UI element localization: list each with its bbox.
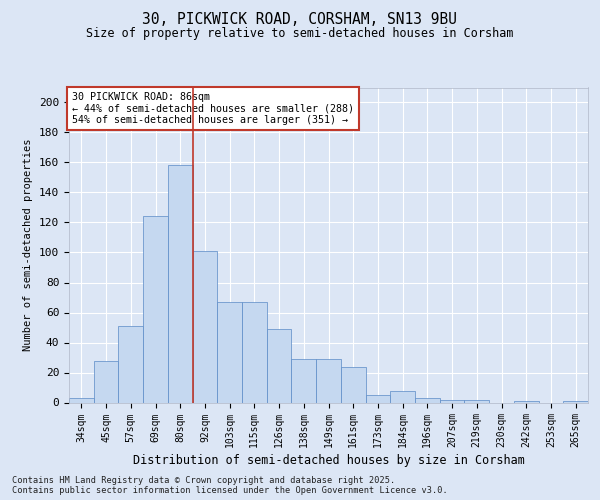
- Bar: [94, 360, 118, 403]
- Text: 30 PICKWICK ROAD: 86sqm
← 44% of semi-detached houses are smaller (288)
54% of s: 30 PICKWICK ROAD: 86sqm ← 44% of semi-de…: [71, 92, 353, 126]
- Bar: [563, 401, 588, 402]
- Bar: [242, 302, 267, 402]
- Text: Size of property relative to semi-detached houses in Corsham: Size of property relative to semi-detach…: [86, 28, 514, 40]
- Bar: [464, 400, 489, 402]
- Bar: [193, 251, 217, 402]
- Text: 30, PICKWICK ROAD, CORSHAM, SN13 9BU: 30, PICKWICK ROAD, CORSHAM, SN13 9BU: [143, 12, 458, 28]
- X-axis label: Distribution of semi-detached houses by size in Corsham: Distribution of semi-detached houses by …: [133, 454, 524, 468]
- Bar: [514, 401, 539, 402]
- Bar: [292, 359, 316, 403]
- Bar: [390, 390, 415, 402]
- Bar: [316, 359, 341, 403]
- Bar: [365, 395, 390, 402]
- Bar: [440, 400, 464, 402]
- Bar: [267, 329, 292, 402]
- Text: Contains HM Land Registry data © Crown copyright and database right 2025.
Contai: Contains HM Land Registry data © Crown c…: [12, 476, 448, 495]
- Bar: [143, 216, 168, 402]
- Bar: [69, 398, 94, 402]
- Bar: [118, 326, 143, 402]
- Bar: [217, 302, 242, 402]
- Y-axis label: Number of semi-detached properties: Number of semi-detached properties: [23, 138, 34, 351]
- Bar: [341, 366, 365, 402]
- Bar: [168, 166, 193, 402]
- Bar: [415, 398, 440, 402]
